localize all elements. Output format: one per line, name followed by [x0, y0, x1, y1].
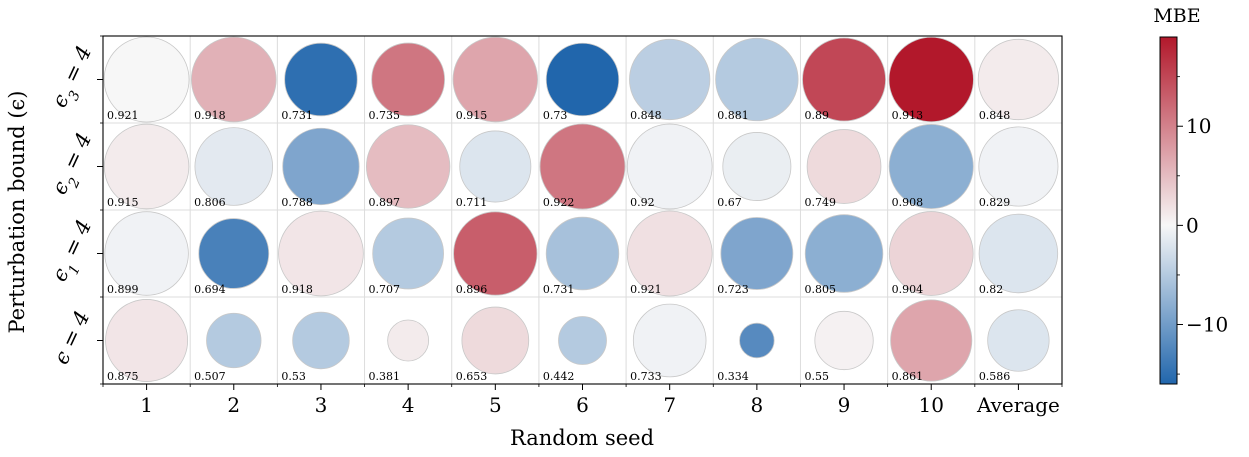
bubble [373, 218, 444, 289]
bubble [978, 39, 1058, 119]
x-tick-label: 2 [227, 393, 240, 417]
colorbar-tick-label: −10 [1186, 313, 1228, 337]
value-label: 0.918 [194, 109, 226, 122]
y-tick-label: ϵ = 4 [49, 307, 94, 368]
value-label: 0.653 [456, 370, 488, 383]
value-label: 0.735 [369, 109, 401, 122]
x-tick-label: 8 [750, 393, 763, 417]
value-label: 0.806 [194, 196, 226, 209]
bubble [559, 317, 607, 365]
x-tick-label: 7 [663, 393, 676, 417]
value-label: 0.442 [543, 370, 575, 383]
bubble [195, 128, 273, 206]
bubble [740, 323, 775, 358]
bubble [629, 39, 709, 119]
value-label: 0.915 [456, 109, 488, 122]
x-axis-label: Random seed [510, 426, 654, 450]
value-label: 0.908 [892, 196, 924, 209]
colorbar-tick-label: 10 [1186, 114, 1211, 138]
value-label: 0.861 [892, 370, 924, 383]
value-label: 0.881 [717, 109, 749, 122]
value-label: 0.82 [979, 283, 1004, 296]
bubble [721, 218, 793, 290]
value-label: 0.921 [630, 283, 662, 296]
x-tick-label: 4 [402, 393, 415, 417]
value-label: 0.913 [892, 109, 924, 122]
x-tick-label: 6 [576, 393, 589, 417]
bubble [285, 43, 358, 116]
value-label: 0.731 [281, 109, 313, 122]
bubble [807, 130, 881, 204]
value-label: 0.89 [804, 109, 829, 122]
value-label: 0.92 [630, 196, 655, 209]
bubble [207, 313, 261, 368]
y-tick-label: ϵ3 = 4 [47, 42, 103, 114]
y-tick-label: ϵ1 = 4 [47, 216, 103, 288]
value-label: 0.723 [717, 283, 749, 296]
value-label: 0.829 [979, 196, 1011, 209]
value-label: 0.694 [194, 283, 226, 296]
value-label: 0.896 [456, 283, 488, 296]
y-axis-label: Perturbation bound (ϵ) [5, 90, 29, 333]
value-label: 0.711 [456, 196, 488, 209]
x-tick-label: 3 [315, 393, 328, 417]
colorbar-tick-label: 0 [1186, 213, 1199, 237]
value-label: 0.921 [107, 109, 139, 122]
x-tick-label: 9 [838, 393, 851, 417]
bubble [979, 214, 1058, 293]
value-label: 0.904 [892, 283, 924, 296]
bubble [372, 43, 445, 116]
bubble [460, 131, 531, 202]
bubble [546, 43, 619, 116]
colorbar-bar [1160, 37, 1177, 384]
bubble [462, 307, 529, 374]
value-label: 0.848 [979, 109, 1011, 122]
value-label: 0.67 [717, 196, 742, 209]
value-label: 0.922 [543, 196, 575, 209]
bubble [815, 311, 873, 369]
x-tick-label: 10 [919, 393, 944, 417]
x-tick-label: Average [976, 393, 1060, 417]
value-label: 0.507 [194, 370, 226, 383]
value-label: 0.788 [281, 196, 313, 209]
value-label: 0.55 [804, 370, 829, 383]
bubble [988, 310, 1049, 371]
bubble [388, 320, 429, 361]
colorbar-title: MBE [1153, 5, 1200, 27]
value-label: 0.915 [107, 196, 139, 209]
value-label: 0.875 [107, 370, 139, 383]
value-label: 0.805 [804, 283, 836, 296]
x-tick-label: 1 [140, 393, 153, 417]
bubble [891, 300, 972, 381]
value-label: 0.733 [630, 370, 662, 383]
value-label: 0.731 [543, 283, 575, 296]
value-label: 0.749 [804, 196, 836, 209]
value-label: 0.918 [281, 283, 313, 296]
value-label: 0.381 [369, 370, 401, 383]
bubble [199, 219, 269, 289]
value-label: 0.897 [369, 196, 401, 209]
x-tick-label: 5 [489, 393, 502, 417]
value-label: 0.707 [369, 283, 401, 296]
y-tick-label: ϵ2 = 4 [47, 129, 103, 201]
bubble [723, 132, 791, 200]
bubble [979, 127, 1058, 206]
value-label: 0.586 [979, 370, 1011, 383]
bubble [805, 215, 883, 293]
value-label: 0.53 [281, 370, 306, 383]
bubbles [104, 37, 1058, 382]
bubble [546, 217, 619, 290]
bubble [633, 304, 706, 377]
bubble [293, 312, 350, 369]
colorbar: 10 0 −10 [1160, 37, 1228, 384]
value-label: 0.848 [630, 109, 662, 122]
value-label: 0.73 [543, 109, 568, 122]
value-label: 0.899 [107, 283, 139, 296]
bubble [283, 128, 360, 205]
value-label: 0.334 [717, 370, 749, 383]
